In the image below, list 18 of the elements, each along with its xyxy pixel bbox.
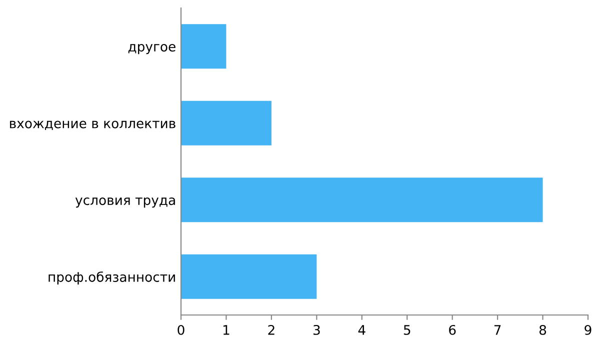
x-tick-label: 3 (313, 324, 320, 335)
x-tick-label: 9 (584, 324, 592, 335)
x-tick-label: 0 (178, 324, 184, 335)
x-tick-label: 5 (404, 325, 410, 335)
x-tick-label: 1 (223, 325, 230, 335)
x-tick-label: 6 (449, 324, 456, 335)
bar (181, 100, 272, 146)
x-tick-label: 4 (358, 325, 366, 335)
x-tick-label: 8 (539, 324, 546, 335)
x-tick-label: 7 (494, 325, 501, 335)
y-tick-label: проф.обязанности (48, 272, 175, 284)
bar (181, 178, 543, 222)
y-tick-label: вхождение в коллектив (10, 120, 176, 130)
bar (181, 24, 226, 69)
bar (181, 254, 317, 299)
x-tick-label: 2 (268, 324, 274, 335)
y-tick-label: другое (128, 44, 176, 54)
y-tick-label: условия труда (75, 198, 175, 208)
